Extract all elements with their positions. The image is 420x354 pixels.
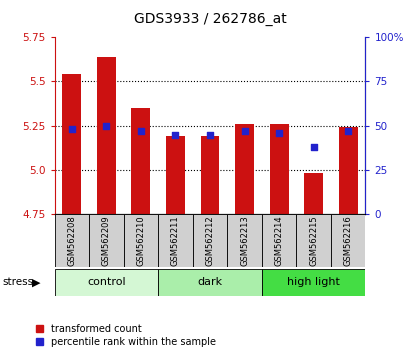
Text: GDS3933 / 262786_at: GDS3933 / 262786_at bbox=[134, 12, 286, 27]
Text: GSM562210: GSM562210 bbox=[136, 215, 145, 266]
Point bbox=[241, 128, 248, 134]
Text: GSM562214: GSM562214 bbox=[275, 215, 284, 266]
Point bbox=[138, 128, 144, 134]
Text: GSM562212: GSM562212 bbox=[205, 215, 215, 266]
Point bbox=[276, 130, 282, 136]
Text: GSM562208: GSM562208 bbox=[67, 215, 76, 266]
Text: stress: stress bbox=[2, 277, 33, 287]
Text: GSM562211: GSM562211 bbox=[171, 215, 180, 266]
Bar bbox=[262, 214, 297, 267]
Bar bbox=[158, 214, 193, 267]
Bar bbox=[131, 108, 150, 214]
Text: GSM562215: GSM562215 bbox=[309, 215, 318, 266]
Bar bbox=[166, 136, 185, 214]
Text: control: control bbox=[87, 277, 126, 287]
Point bbox=[172, 132, 179, 137]
Text: ▶: ▶ bbox=[32, 277, 40, 287]
Bar bbox=[227, 214, 262, 267]
Text: GSM562213: GSM562213 bbox=[240, 215, 249, 266]
Bar bbox=[270, 124, 289, 214]
Point bbox=[207, 132, 213, 137]
Bar bbox=[55, 269, 158, 296]
Bar bbox=[97, 57, 116, 214]
Bar bbox=[193, 214, 227, 267]
Bar bbox=[55, 214, 89, 267]
Bar bbox=[158, 269, 262, 296]
Bar bbox=[297, 214, 331, 267]
Point bbox=[345, 128, 352, 134]
Text: GSM562209: GSM562209 bbox=[102, 215, 111, 266]
Bar bbox=[339, 127, 357, 214]
Bar bbox=[331, 214, 365, 267]
Bar bbox=[200, 136, 220, 214]
Text: dark: dark bbox=[197, 277, 223, 287]
Legend: transformed count, percentile rank within the sample: transformed count, percentile rank withi… bbox=[34, 322, 218, 349]
Point bbox=[103, 123, 110, 129]
Bar bbox=[89, 214, 123, 267]
Point bbox=[68, 126, 75, 132]
Text: GSM562216: GSM562216 bbox=[344, 215, 353, 266]
Point bbox=[310, 144, 317, 150]
Bar bbox=[63, 74, 81, 214]
Bar bbox=[235, 124, 254, 214]
Text: high light: high light bbox=[287, 277, 340, 287]
Bar bbox=[262, 269, 365, 296]
Bar bbox=[123, 214, 158, 267]
Bar bbox=[304, 173, 323, 214]
